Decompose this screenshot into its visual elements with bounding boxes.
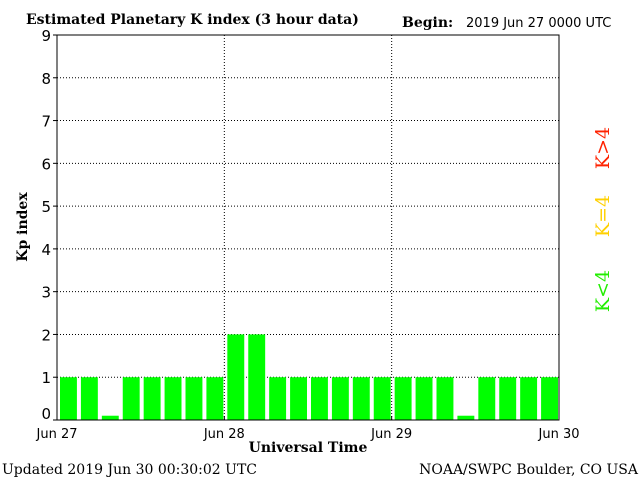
x-tick-label: Jun 29: [370, 427, 412, 442]
legend-item: K>4: [592, 127, 614, 169]
x-axis-label: Universal Time: [249, 440, 368, 456]
kp-bar: [206, 377, 224, 420]
updated-timestamp: Updated 2019 Jun 30 00:30:02 UTC: [2, 462, 257, 478]
kp-bar: [248, 334, 266, 420]
y-axis-label: Kp index: [15, 192, 31, 262]
y-tick-label: 6: [41, 155, 51, 173]
kp-bar: [60, 377, 77, 420]
y-tick-label: 0: [41, 405, 51, 423]
begin-label: Begin:: [402, 15, 453, 31]
legend-item: K=4: [592, 195, 614, 237]
kp-bar: [143, 377, 161, 420]
kp-bar: [373, 377, 391, 420]
kp-bar: [331, 377, 349, 420]
kp-bar: [541, 377, 558, 420]
source-credit: NOAA/SWPC Boulder, CO USA: [419, 462, 639, 478]
kp-bar: [457, 415, 475, 420]
y-tick-label: 5: [41, 198, 51, 216]
kp-bar: [164, 377, 182, 420]
kp-bar: [394, 377, 412, 420]
y-tick-label: 4: [41, 241, 51, 259]
y-tick-label: 2: [41, 326, 51, 344]
kp-bar: [520, 377, 538, 420]
kp-bar: [478, 377, 496, 420]
y-ticks: 0 1 2 3 4 5 6 7 8 9: [41, 27, 57, 423]
plot-frame: [56, 34, 560, 421]
kp-bar: [101, 415, 119, 420]
kp-bar: [290, 377, 307, 420]
kp-bar: [311, 377, 328, 420]
y-tick-label: 1: [41, 369, 51, 387]
chart-title: Estimated Planetary K index (3 hour data…: [26, 12, 359, 28]
x-ticks: Jun 27 Jun 28 Jun 29 Jun 30: [36, 416, 580, 442]
kp-bar: [80, 377, 98, 420]
y-tick-label: 7: [41, 113, 51, 131]
x-tick-label: Jun 28: [203, 427, 245, 442]
kp-bar: [227, 334, 245, 420]
legend-item: K<4: [592, 270, 614, 312]
y-tick-label: 9: [41, 27, 51, 45]
begin-value: 2019 Jun 27 0000 UTC: [466, 16, 611, 31]
kp-bar: [185, 377, 203, 420]
x-tick-label: Jun 30: [538, 427, 580, 442]
bars: [60, 334, 558, 420]
kp-bar: [499, 377, 517, 420]
kp-bar: [269, 377, 287, 420]
kp-bar: [352, 377, 370, 420]
y-tick-label: 3: [41, 284, 51, 302]
kp-bar: [415, 377, 433, 420]
legend: K>4 K=4 K<4: [592, 127, 614, 312]
y-tick-label: 8: [41, 70, 51, 88]
kp-bar: [122, 377, 140, 420]
gridlines: [57, 35, 559, 420]
x-tick-label: Jun 27: [36, 427, 78, 442]
kp-bar: [436, 377, 454, 420]
